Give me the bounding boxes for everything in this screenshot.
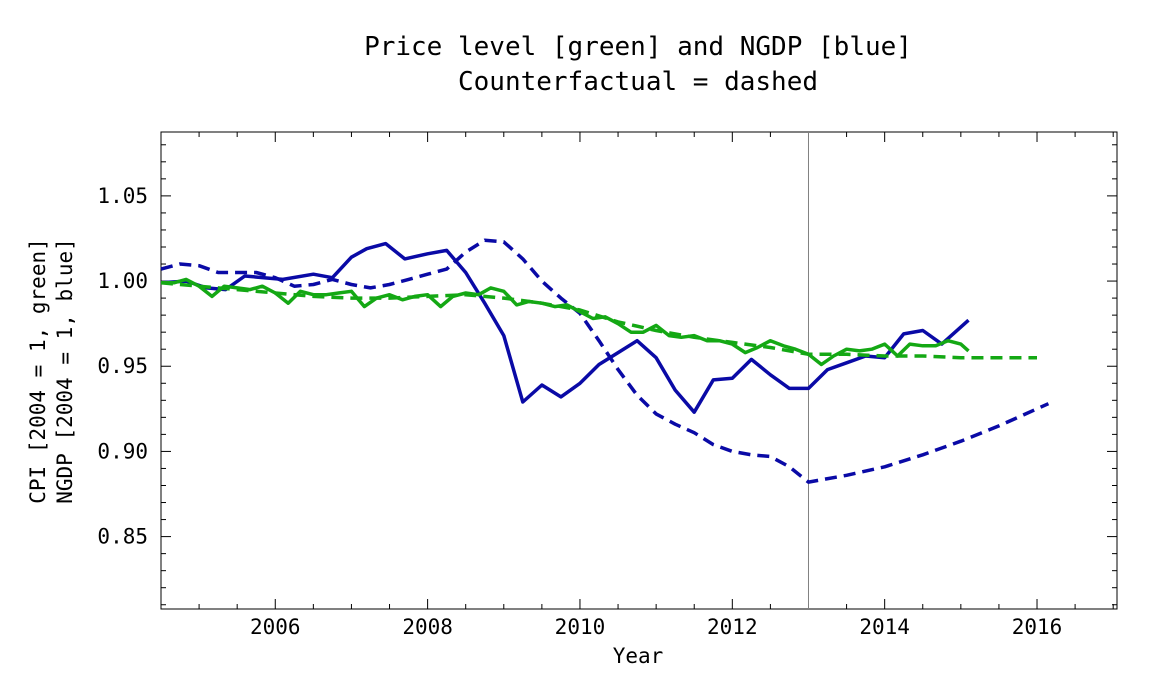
plot-frame [160, 131, 1118, 610]
y-tick-label: 1.05 [97, 184, 148, 208]
y-axis-label-cpi: CPI [2004 = 1, green] [26, 238, 50, 504]
chart-title: Price level [green] and NGDP [blue] [364, 32, 912, 62]
y-tick-label: 0.85 [97, 525, 148, 549]
x-tick-label: 2010 [555, 615, 606, 639]
series-line-ngdp-dashed [160, 238, 1050, 484]
x-tick-label: 2016 [1012, 615, 1063, 639]
x-tick-label: 2008 [402, 615, 453, 639]
chart-subtitle: Counterfactual = dashed [458, 67, 818, 97]
series-line-cpi-solid [161, 277, 970, 367]
y-tick-label: 1.00 [97, 269, 148, 293]
y-axis: 0.85 0.90 0.95 1.00 1.05 [97, 144, 1117, 606]
x-axis-label: Year [613, 644, 664, 668]
series-layer [160, 238, 1050, 484]
y-tick-label: 0.90 [97, 439, 148, 463]
series-line-ngdp-solid [160, 241, 970, 414]
y-axis-label-ngdp: NGDP [2004 = 1, blue] [53, 238, 77, 504]
x-tick-label: 2014 [859, 615, 910, 639]
x-tick-label: 2012 [707, 615, 758, 639]
x-tick-label: 2006 [250, 615, 301, 639]
x-axis: 2006 2008 2010 2012 2014 2016 [160, 132, 1114, 639]
y-tick-label: 0.95 [97, 354, 148, 378]
